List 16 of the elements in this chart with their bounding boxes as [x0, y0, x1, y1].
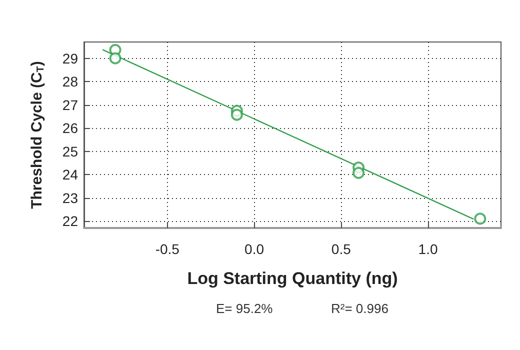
y-tick-label: 25 — [62, 143, 78, 160]
x-tick-label: 0.0 — [244, 241, 264, 257]
x-tick-label: 1.0 — [418, 241, 438, 257]
text: E= 95.2% — [216, 301, 274, 316]
y-tick-label: 23 — [62, 190, 78, 206]
y-tick-label: 24 — [62, 166, 78, 183]
text: R²= 0.996 — [331, 301, 388, 316]
y-axis-title: Threshold Cycle (CT) — [28, 61, 46, 209]
y-tick-label: 27 — [62, 96, 78, 113]
x-tick-label: -0.5 — [155, 241, 180, 257]
x-axis-title: Log Starting Quantity (ng) — [187, 269, 398, 288]
y-tick-label: 22 — [62, 213, 78, 230]
x-tick-label: 0.5 — [331, 241, 352, 257]
y-tick-label: 29 — [62, 50, 78, 66]
y-tick-label: 28 — [62, 74, 78, 90]
y-tick-label: 26 — [62, 120, 78, 136]
